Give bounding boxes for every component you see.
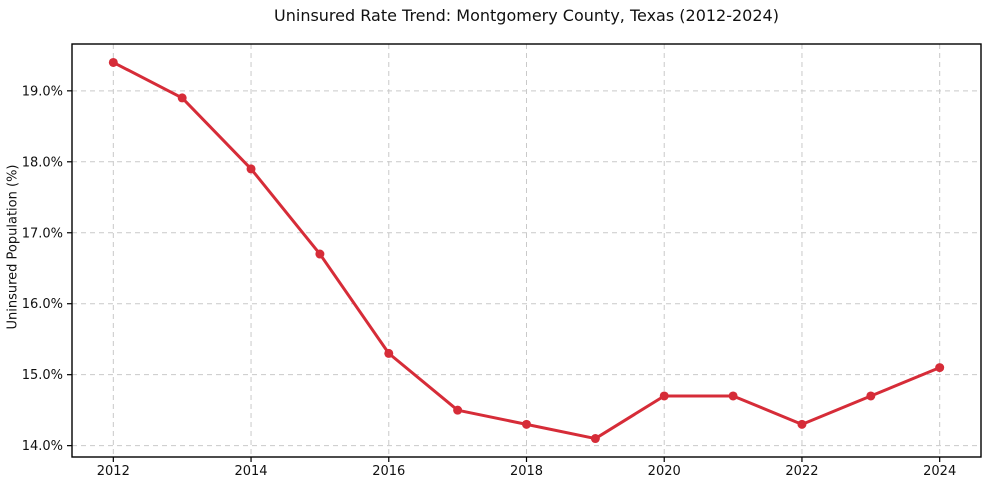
data-point: [935, 363, 945, 373]
data-point: [384, 348, 394, 358]
x-tick-label: 2016: [372, 464, 405, 479]
data-point: [866, 391, 876, 401]
y-tick-label: 16.0%: [22, 297, 63, 312]
data-point: [453, 405, 463, 415]
chart-title: Uninsured Rate Trend: Montgomery County,…: [274, 6, 779, 25]
data-point: [797, 419, 807, 429]
x-tick-label: 2014: [234, 464, 267, 479]
data-point: [659, 391, 669, 401]
x-tick-label: 2024: [923, 464, 956, 479]
data-point: [522, 419, 531, 429]
data-point: [246, 164, 256, 174]
data-point: [108, 57, 118, 67]
y-tick-label: 15.0%: [22, 368, 63, 383]
x-tick-label: 2012: [97, 464, 130, 479]
y-tick-label: 19.0%: [22, 84, 63, 99]
y-tick-label: 18.0%: [22, 155, 63, 170]
data-point: [177, 93, 187, 103]
y-tick-label: 17.0%: [22, 226, 63, 241]
x-tick-label: 2018: [510, 464, 543, 479]
data-point: [315, 249, 325, 259]
x-tick-label: 2020: [648, 464, 681, 479]
x-tick-label: 2022: [785, 464, 818, 479]
data-point: [590, 434, 600, 444]
y-tick-label: 14.0%: [22, 439, 63, 454]
data-point: [728, 391, 738, 401]
